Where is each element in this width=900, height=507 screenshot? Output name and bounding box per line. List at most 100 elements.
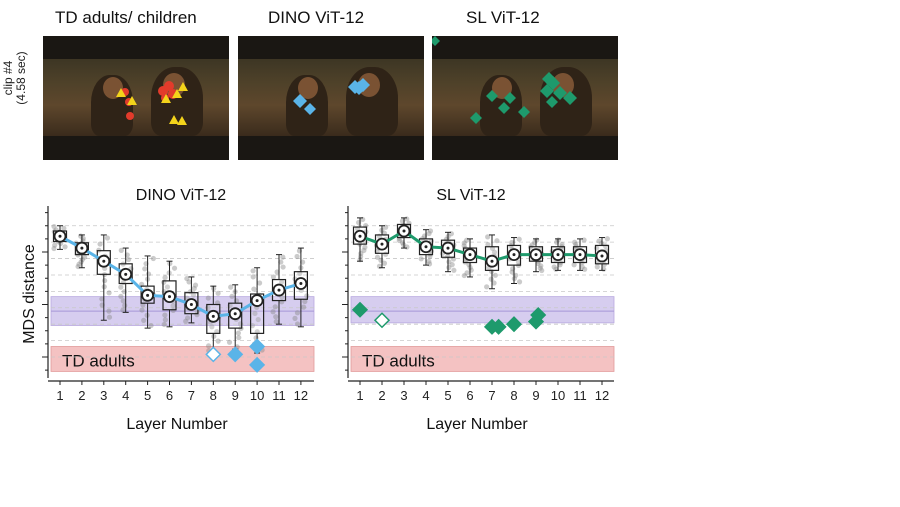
median-marker-dot xyxy=(255,299,259,303)
data-point xyxy=(170,307,176,314)
data-point xyxy=(122,302,128,309)
model-point-diamond xyxy=(249,338,266,355)
data-point xyxy=(461,240,467,246)
x-tick-label-7: 7 xyxy=(488,388,495,403)
x-tick-label-3: 3 xyxy=(100,388,107,403)
data-point xyxy=(582,266,588,272)
data-point xyxy=(280,264,286,270)
td-adult-fixation xyxy=(127,96,137,105)
data-point xyxy=(426,258,432,264)
data-point xyxy=(250,274,256,280)
data-point xyxy=(209,324,215,330)
face-left xyxy=(492,77,512,99)
data-point xyxy=(183,318,189,324)
x-tick-label-8: 8 xyxy=(510,388,517,403)
data-point xyxy=(118,247,124,253)
median-marker-dot xyxy=(189,303,193,306)
data-point xyxy=(52,242,58,248)
data-point xyxy=(185,315,191,321)
data-point xyxy=(228,284,234,290)
data-point xyxy=(491,249,498,255)
x-tick-label-3: 3 xyxy=(400,388,407,403)
data-point xyxy=(572,239,578,245)
face-left xyxy=(298,77,318,99)
data-point xyxy=(539,267,545,274)
data-point xyxy=(361,247,367,253)
model-point-diamond xyxy=(249,356,266,373)
td-adult-fixation xyxy=(161,94,171,103)
data-point xyxy=(516,236,522,242)
median-marker-dot xyxy=(446,246,450,250)
median-marker-dot xyxy=(490,259,494,263)
sl-fixation-diamond xyxy=(470,112,482,124)
data-point xyxy=(516,279,523,285)
data-point xyxy=(579,264,585,270)
td-adult-fixation xyxy=(177,116,187,125)
data-point xyxy=(362,244,368,250)
median-marker-dot xyxy=(600,254,604,258)
data-point xyxy=(51,223,57,230)
data-point xyxy=(236,335,242,341)
data-point xyxy=(484,284,490,290)
median-marker-dot xyxy=(124,272,128,276)
data-point xyxy=(192,282,199,288)
data-point xyxy=(205,343,212,349)
td-adults-label: TD adults xyxy=(62,351,135,370)
data-point xyxy=(250,268,256,274)
data-point xyxy=(426,230,432,237)
data-point xyxy=(594,264,600,270)
model-point-diamond xyxy=(490,318,507,335)
data-point xyxy=(488,276,494,282)
data-point xyxy=(418,256,424,262)
sl-fixation-diamond xyxy=(540,84,554,98)
x-tick-label-4: 4 xyxy=(122,388,129,403)
data-point xyxy=(190,292,197,298)
median-marker-dot xyxy=(58,234,62,238)
data-point xyxy=(251,286,257,292)
x-tick-label-6: 6 xyxy=(466,388,473,403)
x-tick-label-5: 5 xyxy=(444,388,451,403)
frame2-title: DINO ViT-12 xyxy=(268,8,365,27)
data-point xyxy=(104,235,111,241)
data-point xyxy=(171,265,178,271)
median-marker-dot xyxy=(578,253,582,257)
x-tick-label-12: 12 xyxy=(595,388,609,403)
data-point xyxy=(97,241,103,247)
data-point xyxy=(537,265,543,271)
scene xyxy=(43,59,229,136)
model-point-diamond xyxy=(205,346,222,363)
data-point xyxy=(273,314,279,320)
median-marker-dot xyxy=(402,229,406,233)
data-point xyxy=(256,280,263,286)
data-point xyxy=(161,321,167,328)
sl-fixation-diamond xyxy=(553,86,567,100)
data-point xyxy=(215,290,221,296)
data-point xyxy=(571,262,577,268)
median-marker-dot xyxy=(468,253,472,257)
data-point xyxy=(252,310,258,317)
data-point xyxy=(150,255,156,262)
x-axis-label: Layer Number xyxy=(126,416,228,433)
dino-fixation-diamond xyxy=(356,78,370,92)
x-axis-label: Layer Number xyxy=(426,416,528,433)
data-point xyxy=(279,279,285,285)
median-marker-dot xyxy=(80,246,84,250)
frame1-title: TD adults/ children xyxy=(55,8,197,27)
data-point xyxy=(51,245,57,252)
sl-fixation-diamond xyxy=(546,96,558,108)
median-marker-dot xyxy=(233,312,237,316)
median-marker-dot xyxy=(556,253,560,257)
data-point xyxy=(294,253,300,260)
data-point xyxy=(61,225,67,231)
data-point xyxy=(118,293,124,299)
model-point-diamond xyxy=(505,316,523,333)
data-point xyxy=(461,272,467,279)
data-point xyxy=(451,267,457,273)
x-tick-label-9: 9 xyxy=(232,388,239,403)
data-point xyxy=(485,234,491,240)
data-point xyxy=(99,296,105,302)
sl-fixation-diamond xyxy=(486,90,498,102)
x-tick-label-1: 1 xyxy=(356,388,363,403)
data-point xyxy=(573,241,579,248)
